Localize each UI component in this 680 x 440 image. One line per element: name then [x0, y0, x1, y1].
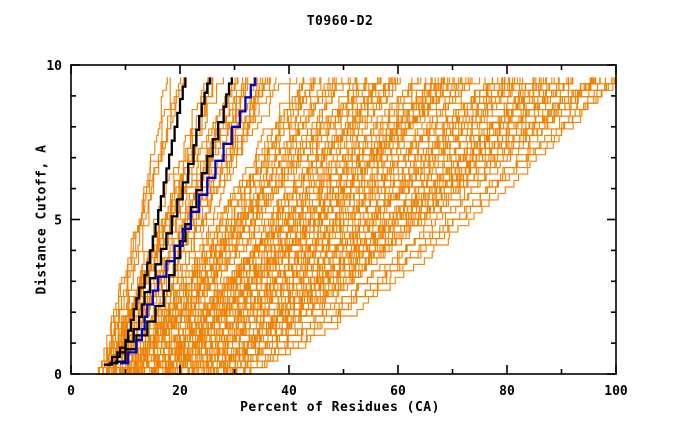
x-axis-label: Percent of Residues (CA): [240, 400, 440, 415]
data-series-line: [134, 77, 356, 375]
data-series-line: [213, 77, 547, 375]
data-series-line: [107, 77, 277, 375]
data-series-line: [106, 77, 186, 374]
data-series-line: [147, 77, 422, 375]
x-tick-label: 60: [390, 384, 406, 399]
x-tick-label: 100: [604, 384, 628, 399]
data-series-line: [168, 77, 461, 375]
data-series-line: [218, 77, 568, 375]
data-series-line: [205, 77, 534, 375]
data-series-line: [232, 77, 601, 375]
x-tick-label: 80: [499, 384, 515, 399]
axes-layer: [70, 64, 617, 375]
orange-series-layer: [95, 77, 617, 375]
highlight-series-line-black-2: [109, 77, 212, 365]
y-tick-label: 0: [54, 368, 62, 383]
tick-labels-layer: 0 20 40 60 80 100 0 5 10: [46, 59, 628, 399]
highlight-series-line-blue-1: [120, 77, 257, 365]
data-series-line: [214, 77, 591, 375]
highlight-series-line-black-1: [103, 77, 187, 366]
data-series-line: [141, 77, 381, 374]
data-series-line: [108, 77, 258, 374]
x-tick-label: 20: [172, 384, 188, 399]
data-series-line: [192, 77, 505, 374]
data-series-line: [228, 77, 615, 375]
data-series-line: [232, 77, 597, 375]
data-series-line: [97, 77, 210, 375]
data-series-line: [134, 77, 322, 375]
data-series-line: [121, 77, 316, 375]
data-series-line: [206, 77, 560, 375]
highlight-series-layer: [103, 77, 257, 366]
y-tick-label: 5: [54, 214, 62, 229]
x-tick-label: 0: [67, 384, 75, 399]
page-title: T0960-D2: [306, 14, 374, 29]
data-series-line: [226, 77, 617, 375]
x-tick-label: 40: [281, 384, 297, 399]
data-series-line: [113, 77, 224, 374]
y-tick-label: 10: [46, 59, 62, 74]
